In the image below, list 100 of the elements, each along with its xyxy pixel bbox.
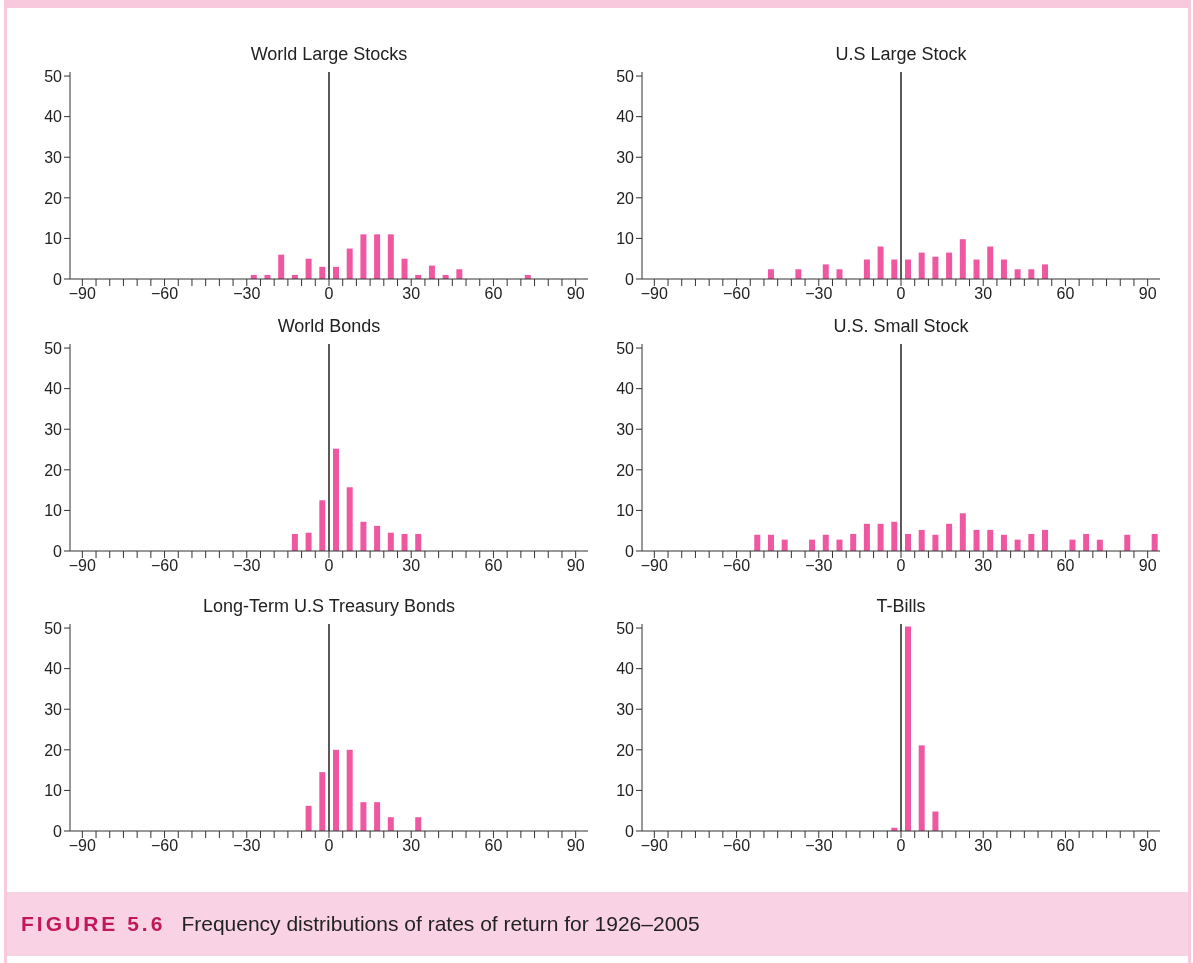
x-tick-label: −30: [233, 557, 261, 575]
bar: [905, 259, 911, 279]
chart-title: World Bonds: [276, 315, 382, 338]
bar: [932, 534, 939, 551]
y-tick-label: 50: [44, 619, 63, 637]
bar: [850, 533, 857, 551]
chart-title: Long-Term U.S Treasury Bonds: [201, 595, 457, 618]
bar: [891, 259, 898, 279]
y-tick-label: 50: [616, 339, 635, 357]
x-tick-label: 0: [896, 285, 906, 303]
bar: [360, 234, 367, 279]
x-tick-label: 0: [896, 837, 906, 855]
y-tick-label: 10: [616, 502, 635, 520]
y-tick-label: 30: [616, 420, 635, 438]
y-tick-label: 30: [44, 148, 63, 166]
y-tick-label: 30: [44, 420, 63, 438]
bar: [428, 265, 435, 279]
y-tick-label: 50: [44, 339, 63, 357]
chart-title: U.S Large Stock: [834, 43, 968, 66]
bar: [918, 252, 925, 279]
bar: [305, 805, 312, 831]
chart-title: T-Bills: [875, 595, 927, 618]
chart-title: U.S. Small Stock: [832, 315, 970, 338]
y-tick-label: 10: [44, 230, 63, 248]
bar: [959, 513, 966, 551]
x-tick-label: −90: [68, 557, 97, 575]
bar: [822, 534, 829, 551]
x-tick-label: 60: [484, 557, 503, 575]
bar: [1028, 533, 1035, 551]
bar: [374, 525, 381, 551]
bar: [959, 239, 966, 279]
bar: [836, 269, 843, 279]
bar: [877, 246, 884, 279]
bar: [346, 749, 353, 831]
x-tick-label: 60: [484, 837, 503, 855]
x-tick-label: −60: [722, 557, 751, 575]
y-tick-label: 20: [44, 741, 63, 759]
bar: [456, 269, 463, 279]
bar: [767, 269, 774, 279]
bar: [333, 448, 339, 551]
bar: [946, 252, 953, 279]
y-tick-label: 30: [616, 148, 635, 166]
bar: [415, 533, 422, 551]
y-tick-label: 20: [616, 461, 635, 479]
bar: [1083, 533, 1090, 551]
y-tick-label: 0: [625, 822, 635, 840]
x-tick-label: −90: [68, 837, 97, 855]
x-tick-label: 90: [1138, 557, 1157, 575]
x-tick-label: 90: [566, 837, 585, 855]
bar: [767, 534, 774, 551]
bar: [932, 811, 939, 831]
bar: [1151, 533, 1158, 551]
y-tick-label: 30: [616, 700, 635, 718]
y-tick-label: 20: [44, 461, 63, 479]
chart-title: World Large Stocks: [249, 43, 409, 66]
bar: [1042, 264, 1049, 279]
x-tick-label: 90: [1138, 285, 1157, 303]
y-tick-label: 10: [616, 230, 635, 248]
bar: [795, 269, 802, 279]
x-tick-label: −30: [805, 837, 833, 855]
x-tick-label: −90: [68, 285, 97, 303]
x-tick-label: −60: [150, 557, 179, 575]
bar: [1124, 534, 1131, 551]
y-tick-label: 0: [53, 542, 63, 560]
bar: [754, 534, 761, 551]
bar: [278, 254, 285, 279]
y-tick-label: 10: [44, 502, 63, 520]
bar: [863, 523, 870, 551]
bar: [905, 626, 911, 831]
bar: [987, 246, 994, 279]
bar: [333, 749, 339, 831]
y-tick-label: 40: [44, 380, 63, 398]
y-tick-label: 0: [53, 822, 63, 840]
y-tick-label: 10: [616, 782, 635, 800]
x-tick-label: 60: [1056, 837, 1075, 855]
y-tick-label: 30: [44, 700, 63, 718]
bar: [1014, 269, 1021, 279]
y-tick-label: 20: [44, 189, 63, 207]
bar: [918, 529, 925, 551]
bar: [387, 532, 394, 551]
x-tick-label: −90: [640, 837, 669, 855]
y-tick-label: 0: [625, 542, 635, 560]
bar: [918, 745, 925, 831]
x-tick-label: 0: [896, 557, 906, 575]
x-tick-label: 30: [402, 557, 421, 575]
x-tick-label: −60: [150, 837, 179, 855]
x-tick-label: 0: [324, 285, 334, 303]
bar: [291, 533, 298, 551]
bar: [319, 772, 326, 831]
y-tick-label: 20: [616, 741, 635, 759]
y-tick-label: 50: [616, 619, 635, 637]
bar: [822, 264, 829, 279]
bar: [987, 529, 994, 551]
x-tick-label: −60: [722, 285, 751, 303]
x-tick-label: 90: [566, 557, 585, 575]
y-tick-label: 10: [44, 782, 63, 800]
x-tick-label: −30: [233, 285, 261, 303]
y-tick-label: 40: [616, 108, 635, 126]
y-tick-label: 0: [625, 270, 635, 288]
x-tick-label: −90: [640, 557, 669, 575]
